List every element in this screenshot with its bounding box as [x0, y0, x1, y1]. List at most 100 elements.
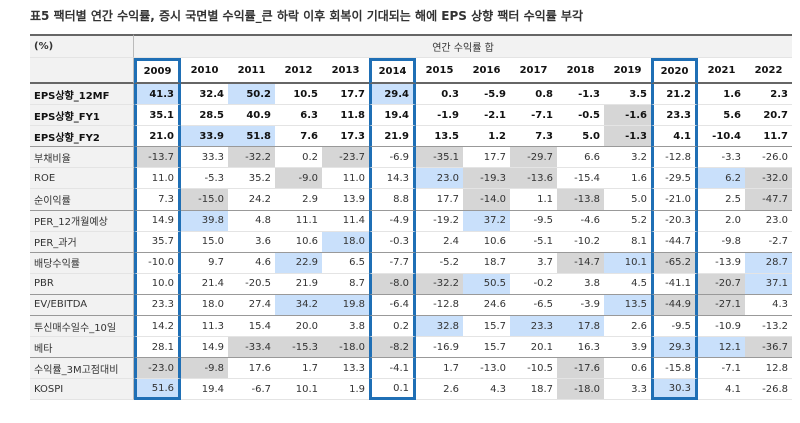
cell-value: 8.8: [369, 189, 416, 211]
cell-value: 11.0: [322, 168, 369, 190]
cell-value: 33.3: [181, 147, 228, 169]
year-header: 2009: [134, 58, 181, 84]
cell-value: 0.6: [604, 358, 651, 380]
cell-value: -6.7: [228, 379, 275, 401]
cell-value: -26.0: [745, 147, 792, 169]
cell-value: -10.9: [698, 316, 745, 338]
cell-value: -19.3: [463, 168, 510, 190]
cell-value: -26.8: [745, 379, 792, 401]
corner-cell: [30, 58, 134, 84]
cell-value: -18.0: [557, 379, 604, 401]
cell-value: 19.4: [181, 379, 228, 401]
data-row: EPS상향_FY1 35.1 28.5 40.9 6.3 11.8 19.4 -1.9 -2.1…: [30, 105, 792, 127]
cell-value: 12.8: [745, 358, 792, 380]
cell-value: 11.1: [275, 211, 322, 232]
cell-value: -16.9: [416, 337, 463, 359]
year-header: 2012: [275, 58, 322, 84]
cell-value: -5.2: [416, 253, 463, 274]
cell-value: 0.2: [275, 147, 322, 169]
cell-value: 33.9: [181, 126, 228, 148]
cell-value: 1.6: [698, 84, 745, 106]
cell-value: 2.0: [698, 211, 745, 232]
cell-value: -7.1: [698, 358, 745, 380]
cell-value: -20.3: [651, 210, 698, 232]
cell-value: 4.8: [228, 211, 275, 232]
cell-value: 23.0: [745, 211, 792, 232]
cell-value: 32.8: [416, 316, 463, 338]
cell-value: -44.9: [651, 294, 698, 317]
row-label: EPS상향_12MF: [30, 84, 134, 106]
cell-value: 15.0: [181, 232, 228, 253]
cell-value: 17.7: [322, 84, 369, 106]
cell-value: -14.7: [557, 252, 604, 274]
cell-value: -9.5: [510, 211, 557, 232]
cell-value: 0.2: [369, 316, 416, 338]
cell-value: -5.3: [181, 168, 228, 190]
cell-value: 10.1: [604, 252, 651, 274]
cell-value: 18.7: [463, 253, 510, 274]
cell-value: 20.7: [745, 105, 792, 127]
cell-value: -44.7: [651, 231, 698, 253]
cell-value: 29.3: [651, 337, 698, 359]
cell-value: 11.4: [322, 211, 369, 232]
cell-value: -15.8: [651, 358, 698, 380]
cell-value: 6.2: [698, 168, 745, 190]
cell-value: 6.6: [557, 147, 604, 169]
cell-value: 35.7: [134, 231, 181, 253]
cell-value: -21.0: [651, 189, 698, 211]
cell-value: 6.3: [275, 105, 322, 127]
cell-value: 2.4: [416, 232, 463, 253]
cell-value: 24.2: [228, 189, 275, 211]
cell-value: 10.6: [275, 232, 322, 253]
cell-value: -47.7: [745, 189, 792, 211]
cell-value: 23.3: [510, 316, 557, 338]
cell-value: -2.1: [463, 105, 510, 127]
cell-value: -20.5: [228, 274, 275, 295]
cell-value: -65.2: [651, 252, 698, 274]
header-row: (%) 연간 수익률 합: [30, 34, 792, 58]
cell-value: -41.1: [651, 273, 698, 295]
cell-value: 1.9: [322, 379, 369, 401]
cell-value: -23.7: [322, 147, 369, 169]
row-label: 투신매수일수_10일: [30, 316, 134, 338]
cell-value: -6.5: [510, 295, 557, 317]
cell-value: 15.7: [463, 316, 510, 338]
cell-value: 21.9: [369, 126, 416, 148]
cell-value: 16.3: [557, 337, 604, 359]
cell-value: 23.3: [134, 294, 181, 317]
cell-value: -12.8: [651, 147, 698, 169]
row-label: 수익률_3M고점대비: [30, 358, 134, 380]
cell-value: -4.1: [369, 358, 416, 380]
cell-value: -32.2: [228, 147, 275, 169]
cell-value: -15.4: [557, 168, 604, 190]
cell-value: -6.9: [369, 147, 416, 169]
cell-value: 3.9: [604, 337, 651, 359]
row-label: ROE: [30, 168, 134, 190]
cell-value: 3.5: [604, 84, 651, 106]
cell-value: 21.9: [275, 274, 322, 295]
cell-value: 11.3: [181, 316, 228, 338]
cell-value: 14.3: [369, 168, 416, 190]
data-row: PBR 10.0 21.4 -20.5 21.9 8.7 -8.0 -32.2 50.5 -0.2…: [30, 273, 792, 295]
cell-value: 39.8: [181, 210, 228, 232]
data-row: 투신매수일수_10일 14.2 11.3 15.4 20.0 3.8 0.2 32.8 15.7…: [30, 316, 792, 338]
cell-value: 15.7: [463, 337, 510, 359]
cell-value: 6.5: [322, 253, 369, 274]
cell-value: -29.7: [510, 147, 557, 169]
cell-value: 7.6: [275, 126, 322, 148]
year-header: 2018: [557, 58, 604, 84]
cell-value: 27.4: [228, 295, 275, 317]
cell-value: 3.7: [510, 253, 557, 274]
cell-value: 5.6: [698, 105, 745, 127]
cell-value: 35.2: [228, 168, 275, 190]
year-header: 2021: [698, 58, 745, 84]
data-row: ROE 11.0 -5.3 35.2 -9.0 11.0 14.3 23.0 -19.3 -13.…: [30, 168, 792, 190]
data-row: 수익률_3M고점대비 -23.0 -9.8 17.6 1.7 13.3 -4.1 1.7 -13…: [30, 358, 792, 380]
cell-value: -17.6: [557, 358, 604, 380]
year-header: 2015: [416, 58, 463, 84]
year-header: 2020: [651, 58, 698, 84]
cell-value: 0.3: [416, 84, 463, 106]
cell-value: 17.7: [463, 147, 510, 169]
cell-value: 51.6: [134, 379, 181, 401]
cell-value: -5.1: [510, 232, 557, 253]
